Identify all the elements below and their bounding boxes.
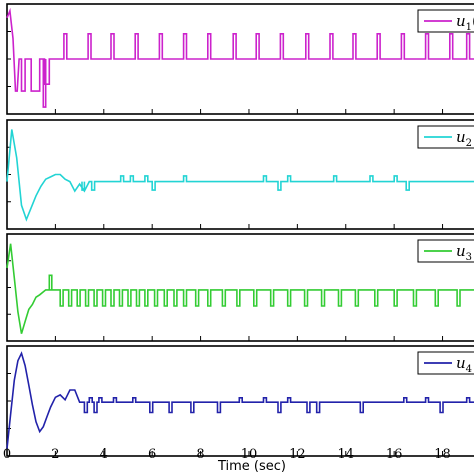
subplot-u2: u2 <box>6 119 474 230</box>
subplot-u3: u3 <box>6 233 474 342</box>
axes-frame-u3 <box>6 233 474 342</box>
x-tick-labels: 0 2 4 6 8 10 12 14 16 18 <box>3 447 451 462</box>
x-tick-label: 12 <box>289 447 306 462</box>
x-tick-label: 14 <box>337 447 354 462</box>
legend-u2: u2 <box>417 125 474 149</box>
legend-label: u4 <box>456 354 472 375</box>
series-line-u4 <box>6 351 474 449</box>
x-tick-label: 10 <box>241 447 258 462</box>
x-axis-label: Time (sec) <box>217 459 286 474</box>
series-line-u2 <box>6 129 474 222</box>
legend-label: u2 <box>456 128 472 149</box>
legend-label-base: u <box>456 354 466 372</box>
series-line-u1 <box>6 7 474 108</box>
legend-label-sub: 4 <box>466 364 472 375</box>
legend-label-tail: ( <box>472 12 474 30</box>
x-tick-label: 4 <box>100 447 108 462</box>
legend-u4: u4 <box>417 351 474 375</box>
legend-label: u3 <box>456 242 472 263</box>
legend-label-sub: 3 <box>466 252 472 263</box>
x-tick-label: 6 <box>148 447 156 462</box>
legend-label-base: u <box>456 242 466 260</box>
axes-frame-u4 <box>6 345 474 457</box>
subplot-u4: u4 <box>6 345 474 457</box>
subplot-u1: u1( <box>6 3 474 115</box>
axes-frame-u2 <box>6 119 474 230</box>
legend-label-base: u <box>456 128 466 146</box>
legend-u1: u1( <box>417 9 474 33</box>
legend-label-sub: 2 <box>466 138 472 149</box>
legend-label-sub: 1 <box>466 22 472 33</box>
x-tick-label: 2 <box>51 447 59 462</box>
legend-label: u1( <box>456 12 474 33</box>
legend-u3: u3 <box>417 239 474 263</box>
series-line-u3 <box>6 243 474 334</box>
x-tick-label: 8 <box>196 447 204 462</box>
x-tick-label: 18 <box>434 447 451 462</box>
x-tick-label: 16 <box>386 447 403 462</box>
x-tick-label: 0 <box>3 447 11 462</box>
legend-label-base: u <box>456 12 466 30</box>
